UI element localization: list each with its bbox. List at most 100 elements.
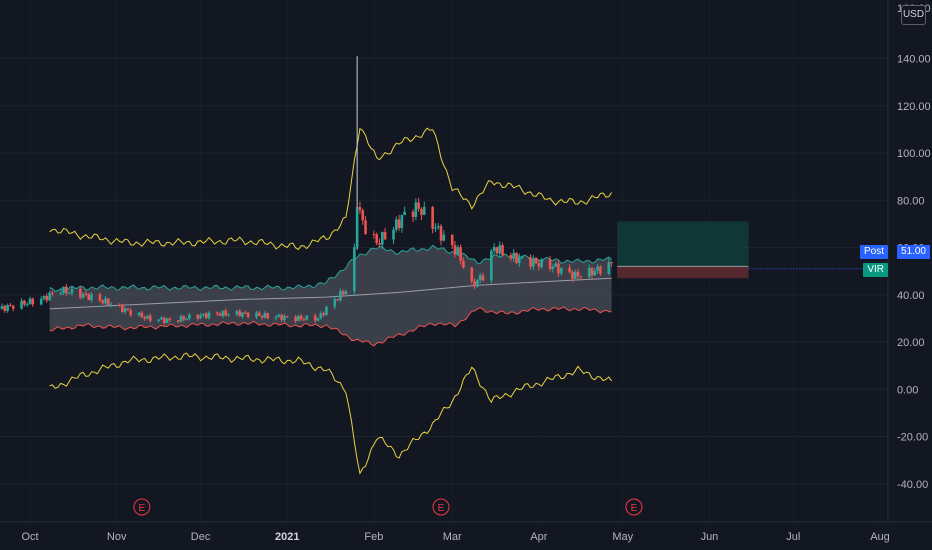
candle-body: [23, 300, 26, 305]
candle-body: [224, 310, 228, 316]
candle-body: [283, 316, 286, 321]
candle-body: [59, 293, 63, 295]
candle-body: [313, 315, 317, 321]
y-tick-label: 0.00: [897, 384, 918, 396]
band-mid-line: [49, 277, 612, 310]
candle-body: [277, 314, 281, 318]
candle-body: [42, 295, 46, 299]
candle-body: [9, 305, 12, 307]
candle-body: [534, 258, 538, 264]
candle-body: [31, 298, 35, 305]
candle-body: [104, 298, 107, 304]
candle-body: [257, 312, 261, 316]
candle-body: [394, 219, 398, 230]
candle-body: [537, 263, 541, 267]
symbol-label: VIR: [863, 263, 888, 277]
candle-body: [79, 288, 82, 298]
y-tick-label: 80.00: [897, 195, 925, 207]
candle-body: [196, 314, 200, 319]
candle-body: [0, 305, 4, 309]
candle-body: [490, 250, 493, 281]
candle-body: [361, 210, 365, 221]
candle-body: [392, 229, 395, 240]
candle-body: [593, 270, 597, 276]
candle-body: [509, 255, 513, 259]
candle-body: [28, 298, 32, 305]
candle-body: [325, 306, 328, 316]
candle-body: [20, 300, 23, 309]
candle-body: [381, 232, 384, 245]
bollinger-band: [49, 244, 612, 347]
earnings-marker-label: E: [139, 503, 146, 514]
candle-body: [518, 257, 521, 264]
candle-body: [551, 267, 555, 270]
candle-body: [101, 300, 104, 304]
candle-body: [515, 252, 518, 264]
candle-body: [302, 319, 306, 321]
candle-body: [299, 315, 303, 320]
candle-body: [185, 319, 188, 321]
candle-body: [400, 215, 404, 228]
x-tick-label: Jul: [786, 531, 800, 543]
candle-body: [478, 275, 482, 280]
price-axis[interactable]: 140.00120.00100.0080.0060.0040.0020.000.…: [887, 0, 931, 522]
candle-body: [554, 263, 557, 268]
candle-body: [48, 292, 51, 301]
candle-body: [45, 295, 49, 301]
band-fill: [49, 245, 612, 346]
candle-body: [375, 234, 379, 244]
x-tick-label: Nov: [107, 531, 127, 543]
candle-body: [168, 318, 172, 321]
candle-body: [336, 299, 339, 301]
candle-body: [540, 259, 543, 267]
candle-body: [442, 234, 446, 241]
candle-body: [106, 298, 110, 306]
currency-button[interactable]: USD: [901, 5, 926, 25]
candle-body: [319, 313, 323, 319]
candle-body: [548, 259, 552, 270]
y-tick-label: 20.00: [897, 337, 925, 349]
candle-body: [162, 317, 166, 323]
candle-body: [364, 220, 367, 235]
candle-body: [227, 314, 230, 316]
candle-body: [90, 294, 93, 301]
candle-body: [137, 312, 141, 316]
candle-body: [207, 312, 211, 319]
candle-body: [235, 310, 239, 315]
candle-body: [3, 305, 7, 311]
candle-body: [182, 316, 186, 320]
candle-body: [529, 257, 532, 267]
y-tick-label: 120.00: [897, 101, 931, 113]
channel-lower-line: [49, 352, 612, 475]
candle-body: [238, 310, 242, 317]
candle-body: [123, 308, 127, 313]
last-price-label: 51.00: [896, 245, 930, 259]
candle-body: [157, 319, 160, 321]
candle-body: [341, 291, 345, 295]
candle-body: [333, 299, 337, 307]
candle-body: [62, 286, 65, 294]
candle-body: [610, 262, 613, 264]
candle-body: [305, 315, 309, 320]
candle-body: [243, 312, 247, 314]
time-axis[interactable]: Oct Nov Dec 2021 Feb Mar Apr May Jun Jul Aug: [0, 521, 932, 543]
candle-body: [587, 267, 591, 277]
y-tick-label: 140.00: [897, 54, 931, 66]
candle-body: [39, 298, 43, 305]
candle-body: [397, 219, 401, 228]
candlestick-series: [0, 56, 613, 325]
candle-body: [260, 315, 264, 318]
candle-body: [274, 317, 278, 319]
trade-box[interactable]: [617, 221, 888, 279]
candle-body: [473, 281, 476, 287]
candle-body: [414, 202, 418, 217]
x-tick-label: Feb: [364, 531, 383, 543]
candle-body: [67, 292, 71, 294]
candle-body: [520, 257, 524, 259]
y-tick-label: 40.00: [897, 290, 925, 302]
candle-body: [221, 310, 225, 316]
y-tick-label: -20.00: [897, 432, 928, 444]
candle-body: [383, 232, 387, 240]
